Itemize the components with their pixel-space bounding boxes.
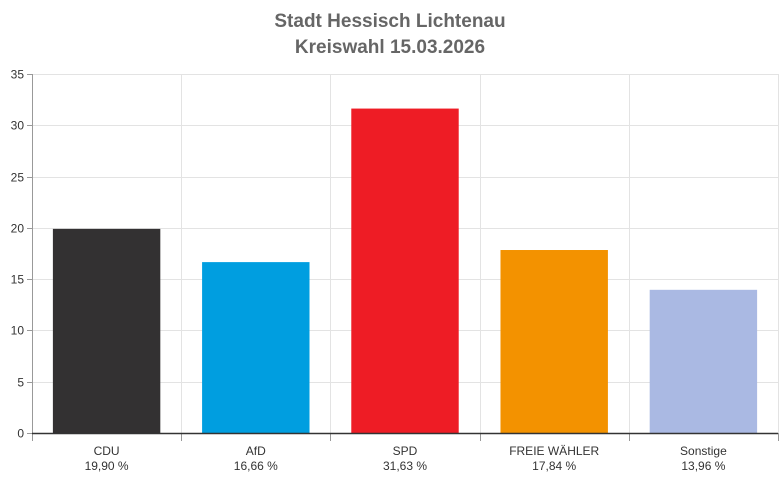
x-category-label: Sonstige [680,444,727,458]
bar-afd [202,262,310,433]
y-tick-label: 35 [11,68,25,82]
y-tick-label: 5 [17,376,24,390]
bar-cdu [52,228,161,433]
bar-freie-wähler [500,250,608,433]
x-value-label: 17,84 % [532,459,576,473]
x-category-label: CDU [94,444,120,458]
bar-sonstige [649,289,758,433]
x-category-label: FREIE WÄHLER [509,444,599,458]
y-tick-label: 25 [11,171,25,185]
y-tick-label: 20 [11,222,25,236]
y-tick-label: 30 [11,119,25,133]
x-value-label: 13,96 % [681,459,725,473]
x-value-label: 31,63 % [383,459,427,473]
y-tick-label: 0 [17,427,24,441]
y-tick-label: 10 [11,324,25,338]
x-category-label: AfD [246,444,266,458]
bar-spd [351,108,459,433]
y-tick-label: 15 [11,273,25,287]
chart-subtitle: Kreiswahl 15.03.2026 [294,37,486,58]
chart-title: Stadt Hessisch Lichtenau [274,11,506,32]
x-category-label: SPD [393,444,418,458]
x-value-label: 19,90 % [85,459,129,473]
x-value-label: 16,66 % [234,459,278,473]
